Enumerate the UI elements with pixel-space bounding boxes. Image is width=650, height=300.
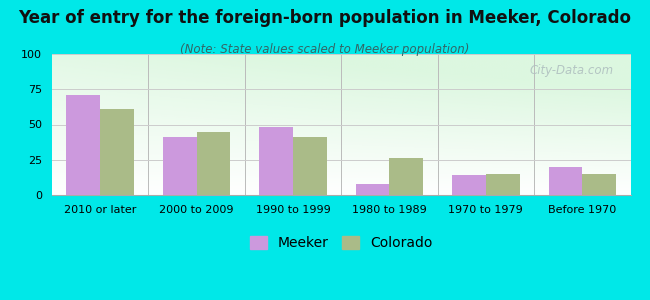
Bar — [66, 95, 100, 195]
Bar — [196, 131, 230, 195]
Bar — [163, 137, 196, 195]
Bar — [452, 175, 486, 195]
Bar — [582, 174, 616, 195]
Bar — [549, 167, 582, 195]
Bar — [100, 109, 134, 195]
Text: Year of entry for the foreign-born population in Meeker, Colorado: Year of entry for the foreign-born popul… — [18, 9, 632, 27]
Bar — [389, 158, 423, 195]
Bar — [356, 184, 389, 195]
Legend: Meeker, Colorado: Meeker, Colorado — [244, 231, 438, 256]
Bar — [259, 127, 293, 195]
Bar — [293, 137, 327, 195]
Text: (Note: State values scaled to Meeker population): (Note: State values scaled to Meeker pop… — [180, 44, 470, 56]
Text: City-Data.com: City-Data.com — [529, 64, 613, 77]
Bar — [486, 174, 519, 195]
